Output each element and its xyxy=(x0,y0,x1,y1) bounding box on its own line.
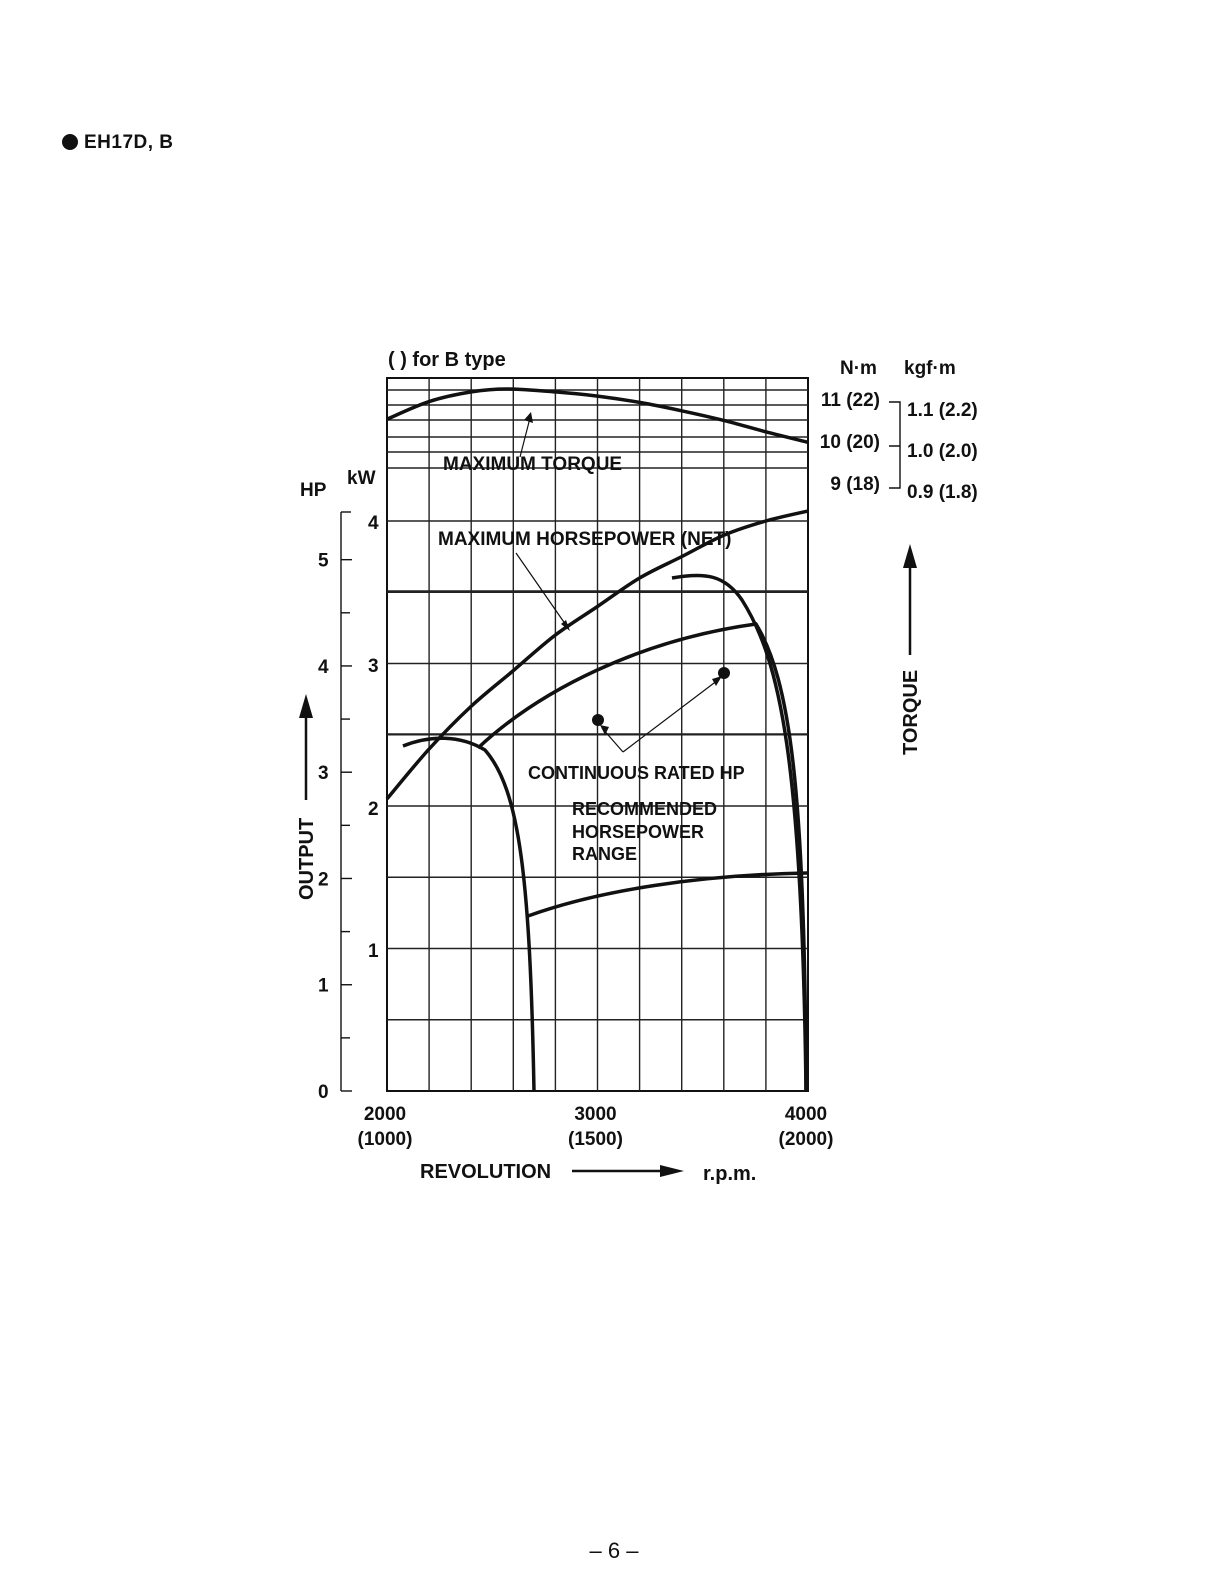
heading-text: EH17D, B xyxy=(84,132,174,153)
recommended-label-2: HORSEPOWER xyxy=(572,822,704,842)
rated-leader-b xyxy=(622,679,719,753)
x-tick-label: 2000 xyxy=(364,1104,406,1125)
kw-tick-label: 2 xyxy=(368,799,379,820)
continuous-rated-curve xyxy=(476,622,808,1092)
x-tick-label: 3000 xyxy=(574,1104,616,1125)
kgf-unit-label: kgf·m xyxy=(904,358,956,379)
rated-arrow-b xyxy=(712,676,722,686)
output-axis-title: OUTPUT xyxy=(296,818,318,900)
rated-point-b xyxy=(718,667,730,679)
kgf-tick-label: 0.9 (1.8) xyxy=(907,482,978,503)
kw-tick-label: 3 xyxy=(368,656,379,677)
kw-tick-label: 4 xyxy=(368,513,379,534)
b-type-note: ( ) for B type xyxy=(388,349,506,371)
max-hp-leader xyxy=(515,552,569,629)
kw-unit-label: kW xyxy=(347,468,376,489)
x-axis-title: REVOLUTION xyxy=(420,1161,551,1183)
hp-tick-label: 1 xyxy=(318,976,329,997)
hp-tick-label: 2 xyxy=(318,869,329,890)
hp-tick-label: 4 xyxy=(318,657,329,678)
recommended-label-3: RANGE xyxy=(572,844,637,864)
recommended-left-boundary xyxy=(402,736,536,1092)
page-number: – 6 – xyxy=(589,1538,639,1563)
rated-point-a xyxy=(592,714,604,726)
page-heading: EH17D, B xyxy=(62,132,174,154)
chart-grid xyxy=(386,377,809,1092)
recommended-label-1: RECOMMENDED xyxy=(572,799,717,819)
chart-labels: ( ) for B type HP kW N·m kgf·m MAXIMUM T… xyxy=(296,349,956,1185)
x-tick-sublabel: (1500) xyxy=(568,1129,623,1150)
max-torque-curve xyxy=(386,387,809,444)
max-horsepower-curve xyxy=(385,509,809,801)
max-hp-leader-arrow xyxy=(561,620,570,631)
nm-tick-label: 10 (20) xyxy=(820,432,880,453)
hp-unit-label: HP xyxy=(300,480,327,501)
hp-tick-label: 5 xyxy=(318,551,329,572)
bullet-icon xyxy=(62,134,78,150)
x-axis-unit: r.p.m. xyxy=(703,1163,756,1185)
hp-tick-label: 0 xyxy=(318,1082,329,1103)
max-hp-label: MAXIMUM HORSEPOWER (NET) xyxy=(438,529,731,550)
chart-curves xyxy=(385,387,809,1092)
chart-axes: 1 2 3 4 0 1 2 3 4 5 2000 (1000) 3000 (1500) 4000 (2000)… xyxy=(299,390,978,1177)
kw-tick-label: 1 xyxy=(368,941,379,962)
torque-arrow-head xyxy=(903,544,917,568)
max-torque-label: MAXIMUM TORQUE xyxy=(443,454,622,475)
nm-tick-label: 11 (22) xyxy=(821,390,880,411)
nm-tick-label: 9 (18) xyxy=(830,474,880,495)
torque-axis-title: TORQUE xyxy=(900,670,922,755)
continuous-rated-label: CONTINUOUS RATED HP xyxy=(528,763,745,783)
rated-arrow-a xyxy=(600,725,609,735)
output-arrow-head xyxy=(299,694,313,718)
nm-unit-label: N·m xyxy=(840,358,877,379)
kgf-bracket xyxy=(889,401,901,489)
hp-tick-label: 3 xyxy=(318,763,329,784)
max-torque-leader xyxy=(519,417,531,458)
recommended-bottom-boundary xyxy=(527,871,808,918)
revolution-arrow-head xyxy=(660,1165,684,1177)
recommended-right-boundary xyxy=(671,573,808,1092)
x-tick-sublabel: (1000) xyxy=(358,1129,413,1150)
kgf-tick-label: 1.0 (2.0) xyxy=(907,441,978,462)
max-torque-leader-arrow xyxy=(524,412,533,423)
x-tick-label: 4000 xyxy=(785,1104,827,1125)
kgf-tick-label: 1.1 (2.2) xyxy=(907,400,978,421)
x-tick-sublabel: (2000) xyxy=(779,1129,834,1150)
